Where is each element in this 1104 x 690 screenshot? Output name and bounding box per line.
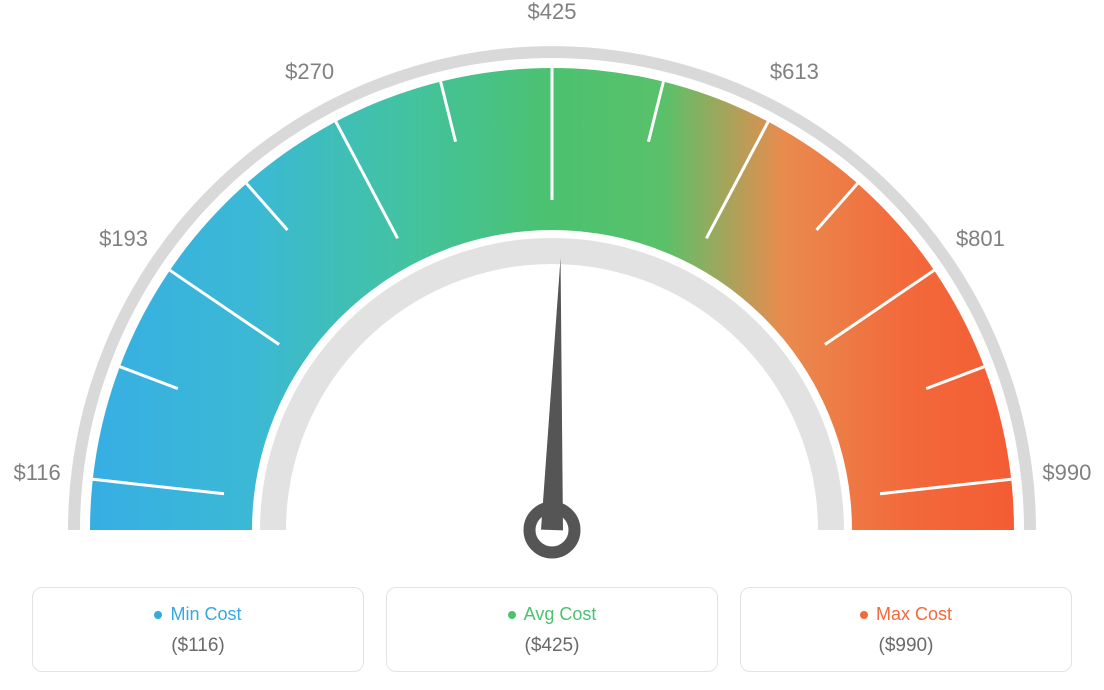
legend-dot-avg [508,611,516,619]
legend-card-max: Max Cost ($990) [740,587,1072,672]
gauge-tick-label: $990 [1042,460,1091,486]
legend-text-avg: Avg Cost [524,604,597,625]
legend-value-avg: ($425) [399,635,705,657]
gauge-svg [0,0,1104,570]
legend-dot-max [860,611,868,619]
legend-card-min: Min Cost ($116) [32,587,364,672]
gauge-tick-label: $801 [956,226,1005,252]
legend-value-max: ($990) [753,635,1059,657]
gauge-tick-label: $425 [528,0,577,25]
legend-label-avg: Avg Cost [508,604,597,625]
legend-row: Min Cost ($116) Avg Cost ($425) Max Cost… [32,587,1072,672]
gauge-tick-label: $116 [13,460,60,486]
gauge-area: $116 $193 $270 $425 $613 $801 $990 [0,0,1104,570]
legend-value-min: ($116) [45,635,351,657]
legend-text-min: Min Cost [170,604,241,625]
legend-dot-min [154,611,162,619]
legend-card-avg: Avg Cost ($425) [386,587,718,672]
gauge-tick-label: $193 [99,226,148,252]
legend-text-max: Max Cost [876,604,952,625]
cost-gauge-widget: $116 $193 $270 $425 $613 $801 $990 Min Cost ($… [0,0,1104,690]
legend-label-min: Min Cost [154,604,241,625]
gauge-tick-label: $613 [770,59,819,85]
legend-label-max: Max Cost [860,604,952,625]
gauge-tick-label: $270 [285,59,334,85]
